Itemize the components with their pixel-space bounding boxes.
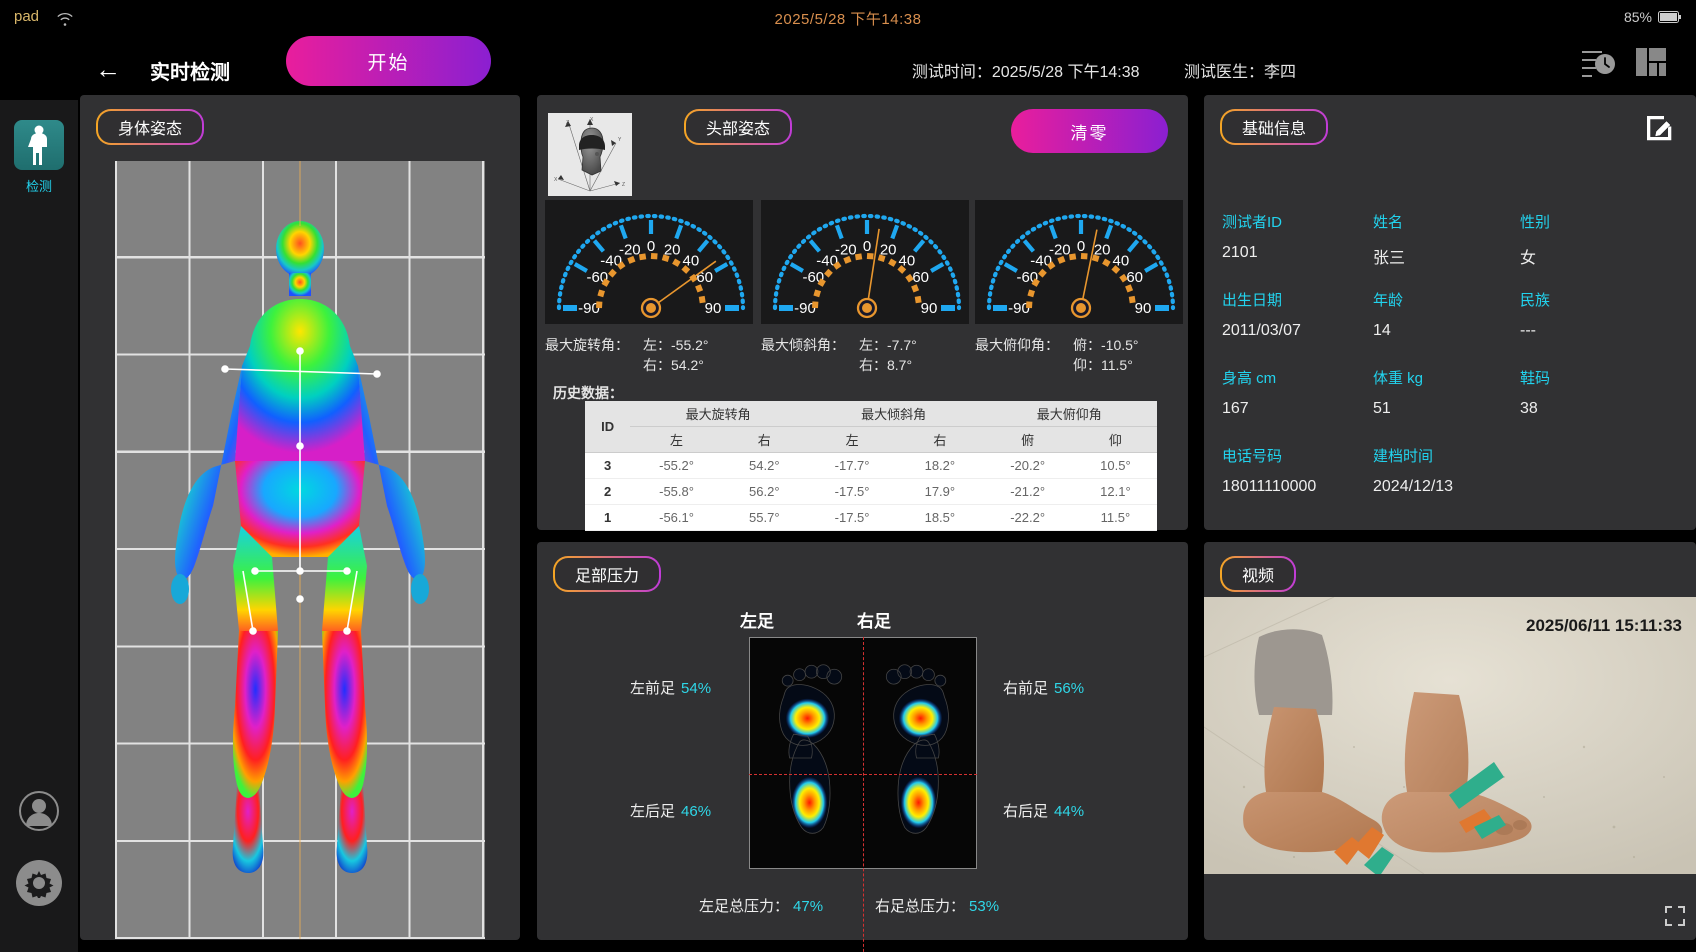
svg-text:-20: -20 — [1049, 242, 1071, 259]
svg-text:0: 0 — [1077, 238, 1085, 255]
svg-text:X: X — [554, 177, 558, 183]
svg-text:60: 60 — [1126, 269, 1143, 286]
svg-text:Z: Z — [622, 182, 625, 188]
svg-text:Z: Z — [566, 120, 569, 126]
svg-text:90: 90 — [921, 300, 938, 317]
svg-text:90: 90 — [705, 300, 722, 317]
svg-text:2025/06/11 15:11:33: 2025/06/11 15:11:33 — [1526, 616, 1682, 635]
svg-text:X: X — [590, 117, 594, 123]
svg-text:0: 0 — [647, 238, 655, 255]
svg-text:Y: Y — [618, 137, 622, 143]
svg-text:0: 0 — [863, 238, 871, 255]
svg-text:60: 60 — [696, 269, 713, 286]
svg-text:-20: -20 — [619, 242, 641, 259]
svg-text:90: 90 — [1135, 300, 1152, 317]
svg-text:-20: -20 — [835, 242, 857, 259]
svg-text:60: 60 — [912, 269, 929, 286]
